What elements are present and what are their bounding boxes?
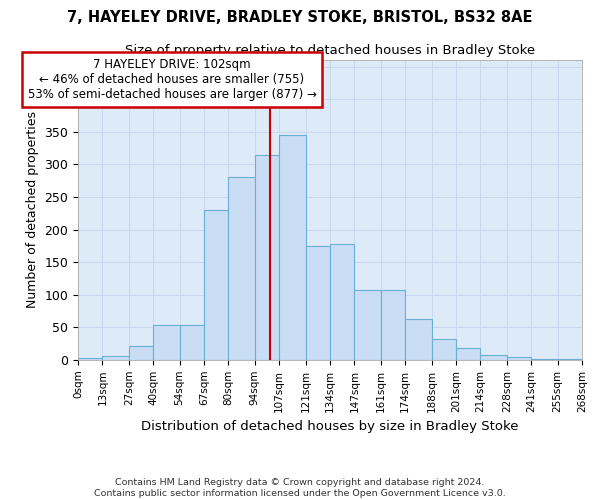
Bar: [531, 358, 557, 360]
Bar: [279, 135, 305, 360]
Bar: [330, 244, 355, 360]
Bar: [557, 358, 582, 360]
Text: 7 HAYELEY DRIVE: 102sqm
← 46% of detached houses are smaller (755)
53% of semi-d: 7 HAYELEY DRIVE: 102sqm ← 46% of detache…: [28, 58, 316, 101]
Bar: [153, 326, 179, 360]
Bar: [129, 346, 153, 360]
Bar: [405, 319, 431, 360]
Text: 7, HAYELEY DRIVE, BRADLEY STOKE, BRISTOL, BS32 8AE: 7, HAYELEY DRIVE, BRADLEY STOKE, BRISTOL…: [67, 10, 533, 25]
Bar: [381, 290, 405, 360]
Y-axis label: Number of detached properties: Number of detached properties: [26, 112, 39, 308]
Bar: [456, 348, 481, 360]
Bar: [229, 178, 255, 360]
Bar: [103, 356, 129, 360]
Bar: [507, 356, 531, 360]
Title: Size of property relative to detached houses in Bradley Stoke: Size of property relative to detached ho…: [125, 44, 535, 58]
Bar: [431, 339, 456, 360]
Bar: [305, 246, 330, 360]
Bar: [255, 154, 279, 360]
Text: Contains HM Land Registry data © Crown copyright and database right 2024.
Contai: Contains HM Land Registry data © Crown c…: [94, 478, 506, 498]
Bar: [355, 290, 381, 360]
Bar: [481, 355, 507, 360]
Bar: [78, 358, 103, 360]
X-axis label: Distribution of detached houses by size in Bradley Stoke: Distribution of detached houses by size …: [141, 420, 519, 433]
Bar: [204, 210, 229, 360]
Bar: [179, 326, 204, 360]
